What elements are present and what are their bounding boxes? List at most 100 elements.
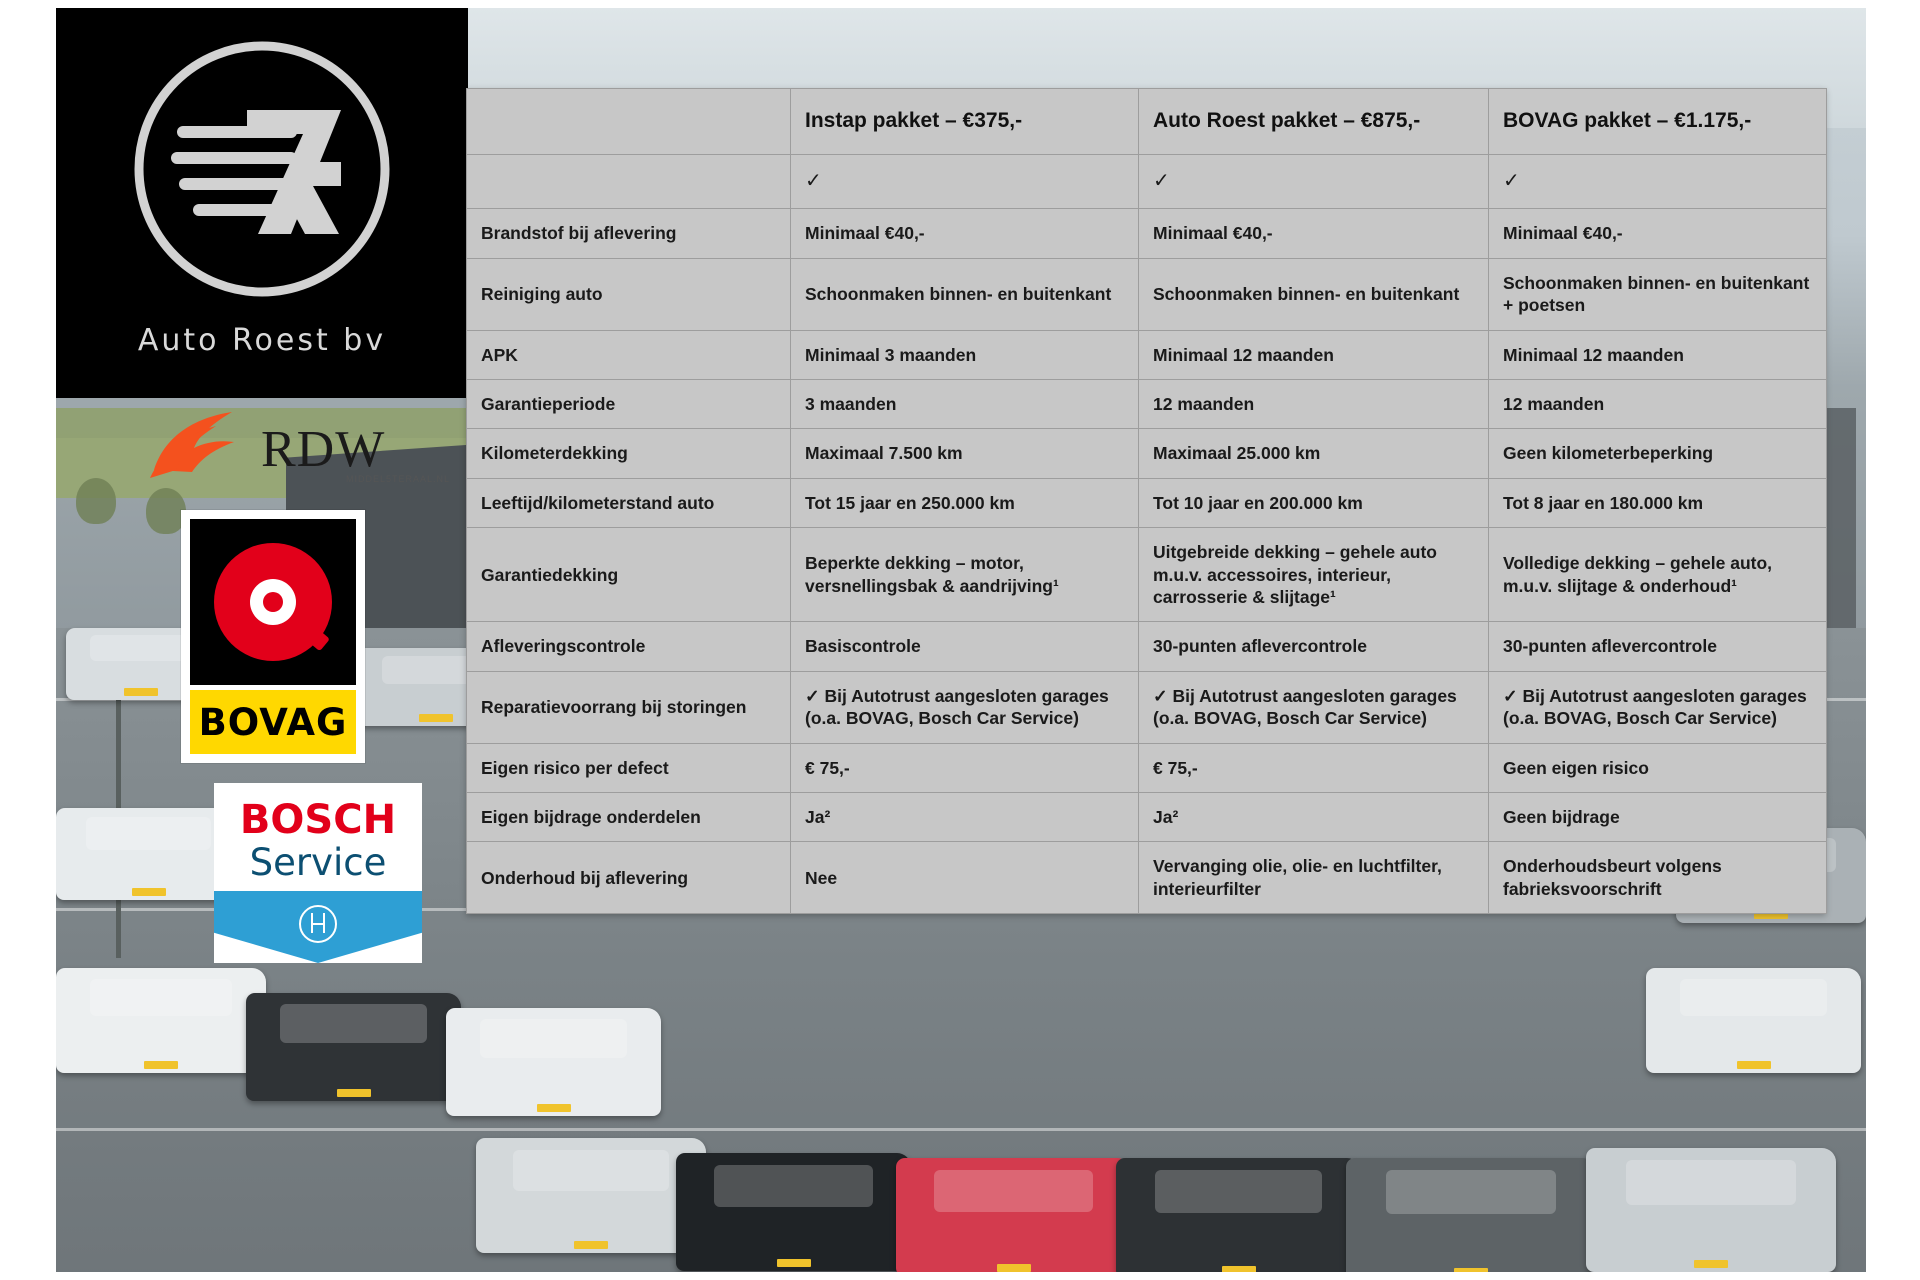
row-value: 30-punten aflevercontrole: [1138, 621, 1489, 672]
license-plate: [1694, 1260, 1728, 1268]
auto-roest-wordmark: Auto Roest bv: [137, 323, 387, 358]
table-header-blank: [466, 88, 791, 155]
lot-line: [56, 1128, 1866, 1131]
row-value: Minimaal €40,-: [1488, 208, 1827, 259]
check-icon: ✓: [1138, 153, 1489, 210]
row-value: Minimaal 12 maanden: [1488, 329, 1827, 381]
row-value: Onderhoudsbeurt volgens fabrieksvoorschr…: [1488, 841, 1827, 915]
row-value: Basiscontrole: [790, 621, 1139, 672]
table-row: Afleveringscontrole Basiscontrole 30-pun…: [466, 621, 1827, 672]
row-value: Vervanging olie, olie- en luchtfilter, i…: [1138, 841, 1489, 915]
bovag-emblem: [190, 519, 356, 685]
row-value: Minimaal €40,-: [790, 208, 1139, 259]
bosch-label: BOSCH: [239, 797, 397, 843]
license-plate: [574, 1241, 608, 1249]
table-row: APK Minimaal 3 maanden Minimaal 12 maand…: [466, 329, 1827, 381]
license-plate: [776, 1259, 811, 1267]
row-label: Reiniging auto: [466, 257, 791, 331]
rdw-label: RDW: [261, 421, 386, 478]
row-label: Eigen bijdrage onderdelen: [466, 791, 791, 843]
rdw-flame-icon: [150, 412, 234, 478]
license-plate: [1221, 1266, 1256, 1272]
row-label: Onderhoud bij aflevering: [466, 841, 791, 915]
row-label: Reparatievoorrang bij storingen: [466, 670, 791, 744]
bovag-dot: [263, 592, 283, 612]
row-value: Tot 15 jaar en 250.000 km: [790, 477, 1139, 529]
table-row: Garantieperiode 3 maanden 12 maanden 12 …: [466, 379, 1827, 430]
row-value: ✓ Bij Autotrust aangesloten garages (o.a…: [790, 670, 1139, 744]
bovag-name-band: BOVAG: [190, 690, 356, 754]
row-label: Afleveringscontrole: [466, 621, 791, 672]
bovag-label: BOVAG: [198, 700, 348, 744]
license-plate: [419, 714, 453, 722]
table-header-auto-roest: Auto Roest pakket – €875,-: [1138, 88, 1489, 155]
table-header-row: Instap pakket – €375,- Auto Roest pakket…: [466, 88, 1827, 155]
license-plate: [131, 888, 166, 896]
check-icon: ✓: [790, 153, 1139, 210]
row-value: ✓ Bij Autotrust aangesloten garages (o.a…: [1138, 670, 1489, 744]
tree: [146, 488, 186, 534]
row-value: Minimaal 12 maanden: [1138, 329, 1489, 381]
rdw-badge: RDW MIDDEL5TERAAL.NL: [146, 408, 449, 498]
rdw-subtext: MIDDEL5TERAAL.NL: [346, 474, 451, 484]
table-header-bovag: BOVAG pakket – €1.175,-: [1488, 88, 1827, 155]
row-value: Volledige dekking – gehele auto, m.u.v. …: [1488, 527, 1827, 623]
row-value: Minimaal €40,-: [1138, 208, 1489, 259]
row-value: Geen eigen risico: [1488, 742, 1827, 793]
parked-car: [1646, 968, 1861, 1073]
bovag-inner-ring: [250, 579, 296, 625]
parked-car: [56, 968, 266, 1073]
row-value: ✓ Bij Autotrust aangesloten garages (o.a…: [1488, 670, 1827, 744]
license-plate: [144, 1061, 178, 1069]
tree: [76, 478, 116, 524]
row-value: Tot 10 jaar en 200.000 km: [1138, 477, 1489, 529]
row-label: Garantiedekking: [466, 527, 791, 623]
table-row: ✓ ✓ ✓: [466, 153, 1827, 210]
row-value: 3 maanden: [790, 379, 1139, 430]
check-icon: ✓: [1488, 153, 1827, 210]
row-value: Schoonmaken binnen- en buitenkant: [790, 257, 1139, 331]
row-value: Ja²: [790, 791, 1139, 843]
row-value: 12 maanden: [1138, 379, 1489, 430]
parked-car: [896, 1158, 1131, 1272]
row-value: Maximaal 7.500 km: [790, 428, 1139, 479]
row-value: € 75,-: [1138, 742, 1489, 793]
row-value: Uitgebreide dekking – gehele auto m.u.v.…: [1138, 527, 1489, 623]
row-value: Tot 8 jaar en 180.000 km: [1488, 477, 1827, 529]
license-plate: [124, 688, 158, 696]
row-value: Beperkte dekking – motor, versnellingsba…: [790, 527, 1139, 623]
row-label: Leeftijd/kilometerstand auto: [466, 477, 791, 529]
row-label: [466, 153, 791, 210]
table-row: Kilometerdekking Maximaal 7.500 km Maxim…: [466, 428, 1827, 479]
row-value: Maximaal 25.000 km: [1138, 428, 1489, 479]
table-row: Garantiedekking Beperkte dekking – motor…: [466, 527, 1827, 623]
table-row: Leeftijd/kilometerstand auto Tot 15 jaar…: [466, 477, 1827, 529]
row-value: 30-punten aflevercontrole: [1488, 621, 1827, 672]
parked-car: [1346, 1158, 1596, 1272]
parked-car: [1116, 1158, 1361, 1272]
table-row: Eigen bijdrage onderdelen Ja² Ja² Geen b…: [466, 791, 1827, 843]
license-plate: [1454, 1268, 1488, 1272]
row-value: Schoonmaken binnen- en buitenkant + poet…: [1488, 257, 1827, 331]
row-value: Ja²: [1138, 791, 1489, 843]
row-value: Geen kilometerbeperking: [1488, 428, 1827, 479]
parked-car: [1586, 1148, 1836, 1272]
row-value: Schoonmaken binnen- en buitenkant: [1138, 257, 1489, 331]
row-label: Eigen risico per defect: [466, 742, 791, 793]
row-value: 12 maanden: [1488, 379, 1827, 430]
row-label: Kilometerdekking: [466, 428, 791, 479]
license-plate: [1754, 911, 1788, 919]
package-comparison-table: Instap pakket – €375,- Auto Roest pakket…: [466, 88, 1827, 915]
bosch-service-label: Service: [249, 841, 387, 884]
package-table: Instap pakket – €375,- Auto Roest pakket…: [466, 88, 1827, 915]
parked-car: [246, 993, 461, 1101]
table-header-instap: Instap pakket – €375,-: [790, 88, 1139, 155]
table-row: Brandstof bij aflevering Minimaal €40,- …: [466, 208, 1827, 259]
license-plate: [336, 1089, 371, 1097]
table-row: Reparatievoorrang bij storingen ✓ Bij Au…: [466, 670, 1827, 744]
row-value: € 75,-: [790, 742, 1139, 793]
parked-car: [676, 1153, 911, 1271]
row-value: Geen bijdrage: [1488, 791, 1827, 843]
parked-car: [476, 1138, 706, 1253]
